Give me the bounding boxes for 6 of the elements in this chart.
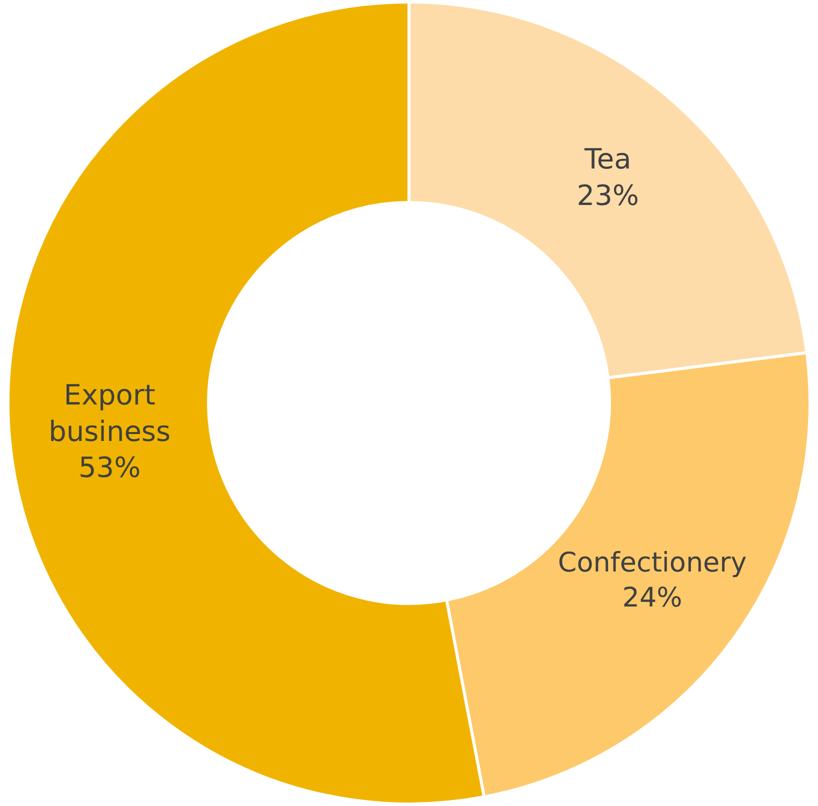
data-label: 23%	[576, 179, 640, 212]
slice-label: Tea	[584, 142, 632, 176]
data-label: 53%	[78, 451, 141, 484]
slice-label: Export business	[48, 378, 171, 448]
data-label: 24%	[622, 582, 682, 614]
slice-label: Confectionery	[558, 547, 747, 578]
